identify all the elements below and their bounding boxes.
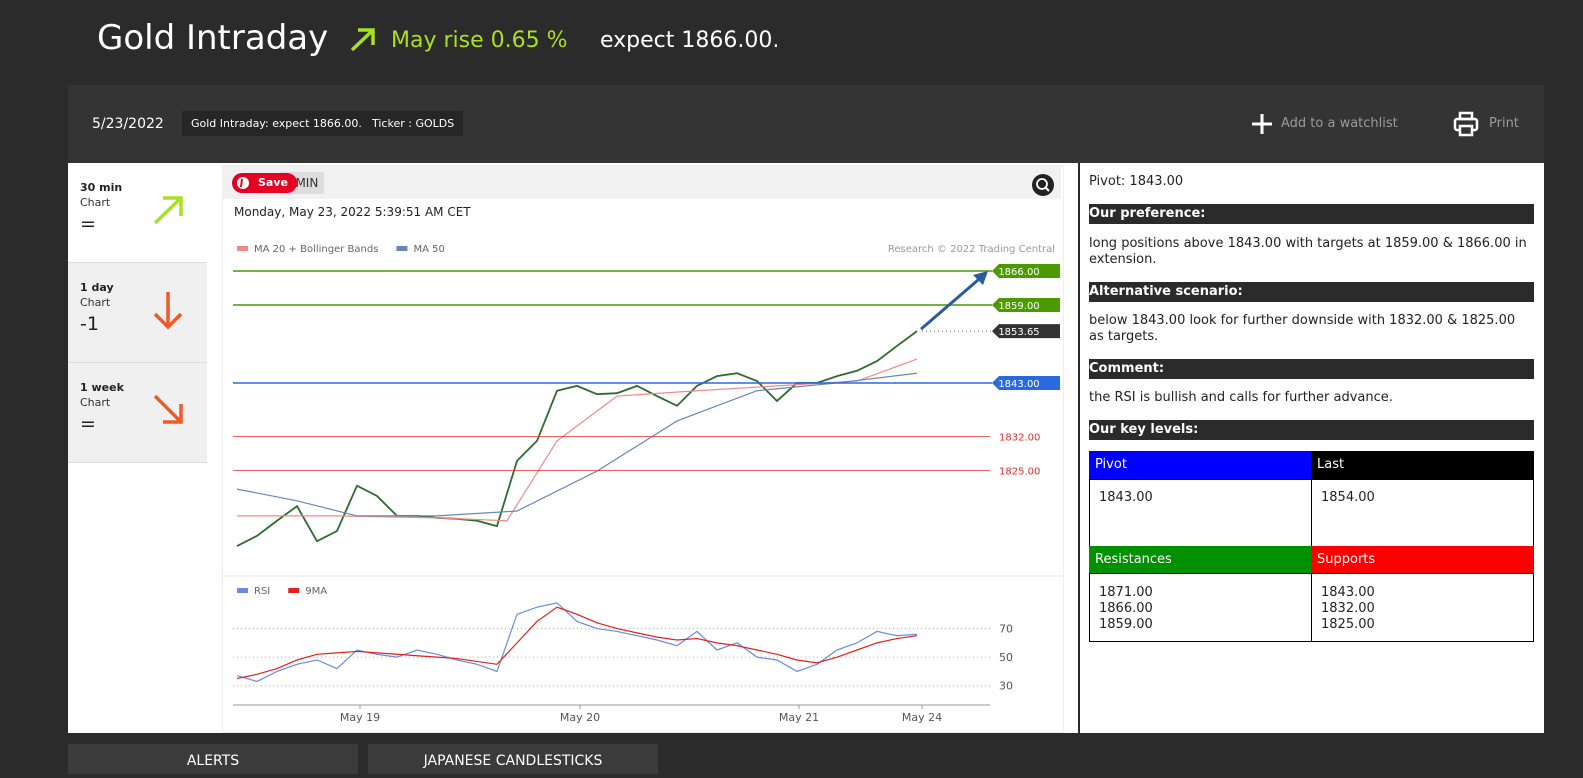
tf-arrow bbox=[153, 394, 183, 424]
projection-head bbox=[973, 270, 988, 285]
table-header: Pivot bbox=[1089, 451, 1311, 479]
section-title: Our key levels: bbox=[1089, 420, 1534, 440]
level-box bbox=[992, 298, 1060, 313]
section-text: below 1843.00 look for further downside … bbox=[1089, 313, 1516, 344]
analysis-panel bbox=[1080, 163, 1544, 733]
level-box bbox=[992, 375, 1060, 390]
series-line bbox=[236, 602, 918, 683]
zoom-icon[interactable] bbox=[1031, 173, 1055, 197]
legend-swatch bbox=[237, 588, 248, 593]
level: 1859.00 bbox=[1099, 617, 1153, 632]
tag: Gold Intraday: expect 1866.00. bbox=[182, 111, 371, 136]
rise-arrow bbox=[350, 28, 375, 52]
table-header: Resistances bbox=[1089, 546, 1311, 574]
x-tick-label: May 20 bbox=[560, 711, 600, 724]
level-label: 1859.00 bbox=[998, 301, 1039, 312]
date: 5/23/2022 bbox=[92, 116, 164, 132]
chart-frame bbox=[222, 165, 1064, 733]
section-title: Alternative scenario: bbox=[1089, 282, 1534, 302]
legend-swatch bbox=[237, 246, 248, 251]
level-label: 1832.00 bbox=[999, 433, 1040, 444]
y-tick-label: 50 bbox=[999, 651, 1013, 664]
timeframe[interactable]: 1 day Chart -1 bbox=[68, 263, 207, 363]
projection-arrow bbox=[920, 272, 986, 331]
x-tick-label: May 19 bbox=[340, 711, 380, 724]
tf-sub: Chart bbox=[80, 296, 111, 309]
chart-bar bbox=[223, 166, 1061, 199]
legend-label: MA 50 bbox=[413, 244, 444, 255]
tf-arrow bbox=[153, 196, 183, 225]
table-cell: 1843.00 1832.00 1825.00 bbox=[1311, 573, 1534, 642]
level-box bbox=[992, 263, 1060, 278]
level: 1871.00 bbox=[1099, 585, 1153, 600]
legend-swatch bbox=[396, 246, 408, 251]
expect: expect 1866.00. bbox=[600, 28, 780, 53]
legend-label: RSI bbox=[254, 586, 270, 597]
tf-sub: Chart bbox=[80, 396, 111, 409]
watchlist[interactable]: Add to a watchlist bbox=[1281, 116, 1398, 131]
level-label: 1866.00 bbox=[998, 267, 1039, 278]
annotation: Research © 2022 Trading Central bbox=[888, 244, 1055, 255]
level-label: 1853.65 bbox=[998, 327, 1039, 338]
legend-swatch bbox=[288, 588, 300, 593]
plus-icon[interactable] bbox=[1250, 112, 1274, 136]
section-text: the RSI is bullish and calls for further… bbox=[1089, 390, 1393, 405]
tf-sub: Chart bbox=[80, 196, 111, 209]
x-tick-label: May 24 bbox=[902, 711, 942, 724]
series-line bbox=[236, 330, 918, 547]
section-title: Comment: bbox=[1089, 359, 1534, 379]
tf-value: = bbox=[80, 213, 96, 235]
title: Gold Intraday bbox=[97, 18, 329, 58]
direction: May rise 0.65 % bbox=[391, 28, 568, 53]
pivot: Pivot: 1843.00 bbox=[1089, 174, 1184, 189]
x-tick-label: May 21 bbox=[779, 711, 819, 724]
print[interactable]: Print bbox=[1489, 116, 1519, 131]
tf-value: -1 bbox=[80, 313, 99, 335]
timeframe[interactable]: 30 min Chart = bbox=[68, 163, 207, 263]
level: 1866.00 bbox=[1099, 601, 1153, 616]
level-label: 1825.00 bbox=[999, 467, 1040, 478]
level: 1843.00 bbox=[1321, 585, 1375, 600]
tf-label: 30 min bbox=[80, 181, 123, 194]
table-header: Supports bbox=[1311, 546, 1534, 574]
table-cell: 1871.00 1866.00 1859.00 bbox=[1089, 573, 1312, 642]
timeframes: 30 min Chart = 1 day Chart -1 1 week Cha… bbox=[68, 163, 207, 733]
print-icon[interactable] bbox=[1452, 110, 1480, 138]
pin-icon bbox=[237, 177, 249, 189]
section-title: Our preference: bbox=[1089, 204, 1534, 224]
table-header: Last bbox=[1311, 451, 1534, 479]
level-label: 1843.00 bbox=[998, 379, 1039, 390]
timestamp: Monday, May 23, 2022 5:39:51 AM CET bbox=[234, 205, 471, 219]
save-button[interactable]: Save bbox=[232, 173, 297, 193]
tf-arrow bbox=[153, 292, 183, 330]
level: 1832.00 bbox=[1321, 601, 1375, 616]
y-tick-label: 30 bbox=[999, 680, 1013, 693]
section-text: long positions above 1843.00 with target… bbox=[1089, 236, 1527, 267]
level-box bbox=[992, 324, 1060, 339]
timeframe[interactable]: 1 week Chart = bbox=[68, 363, 207, 463]
tf-label: 1 week bbox=[80, 381, 124, 394]
legend-label: 9MA bbox=[305, 586, 327, 597]
tf-label: 1 day bbox=[80, 281, 114, 294]
series-line bbox=[236, 606, 918, 680]
legend-label: MA 20 + Bollinger Bands bbox=[254, 244, 378, 255]
tf-value: = bbox=[80, 413, 96, 435]
series-line bbox=[236, 372, 918, 517]
ticker: Ticker : GOLDS bbox=[363, 111, 464, 136]
y-tick-label: 70 bbox=[999, 623, 1013, 636]
level: 1825.00 bbox=[1321, 617, 1375, 632]
